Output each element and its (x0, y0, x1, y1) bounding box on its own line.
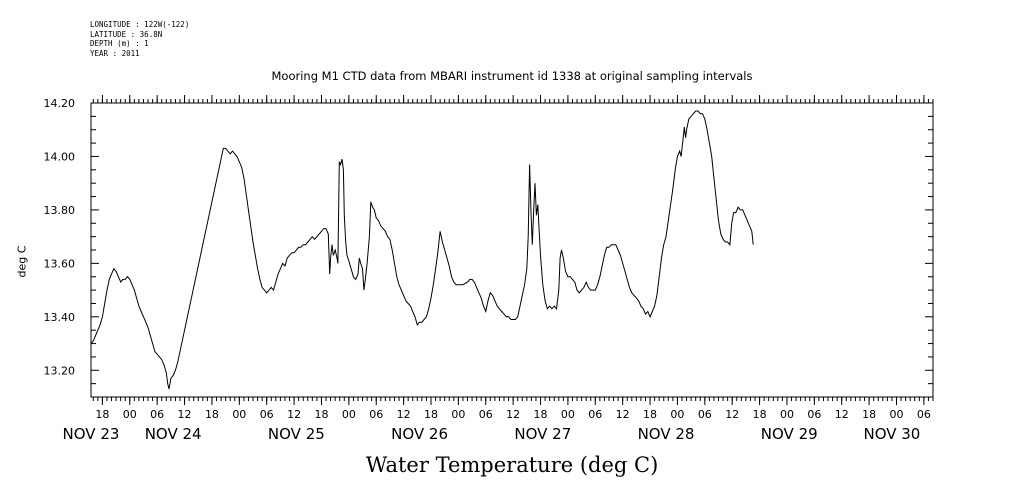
x-tick-label: 12 (835, 408, 849, 421)
x-tick-label: 12 (397, 408, 411, 421)
x-date-label: NOV 27 (514, 425, 571, 443)
x-tick-label: 18 (753, 408, 767, 421)
x-tick-label: 18 (534, 408, 548, 421)
x-date-label: NOV 25 (268, 425, 325, 443)
ticks-layer (91, 95, 934, 405)
y-tick-label: 14.20 (44, 97, 76, 110)
x-tick-label: 00 (451, 408, 465, 421)
series-line (90, 110, 754, 390)
x-tick-label: 06 (260, 408, 274, 421)
x-tick-label: 00 (889, 408, 903, 421)
chart-title: Mooring M1 CTD data from MBARI instrumen… (271, 69, 753, 83)
x-tick-label: 12 (506, 408, 520, 421)
x-tick-label: 06 (698, 408, 712, 421)
x-date-label: NOV 29 (761, 425, 818, 443)
latitude-text: LATITUDE : 36.8N (90, 29, 163, 39)
x-tick-label: 00 (232, 408, 246, 421)
y-tick-label: 14.00 (44, 150, 76, 163)
x-tick-label: 18 (314, 408, 328, 421)
x-tick-label: 06 (588, 408, 602, 421)
y-tick-label: 13.80 (44, 204, 76, 217)
x-axis-label: Water Temperature (deg C) (365, 453, 659, 477)
y-tick-label: 13.40 (44, 311, 76, 324)
year-text: YEAR : 2011 (90, 48, 140, 58)
x-tick-label: 18 (95, 408, 109, 421)
x-tick-label: 00 (123, 408, 137, 421)
x-date-label: NOV 24 (145, 425, 202, 443)
x-tick-label: 18 (424, 408, 438, 421)
x-tick-label: 00 (670, 408, 684, 421)
y-tick-label: 13.20 (44, 364, 76, 377)
longitude-text: LONGITUDE : 122W(-122) (90, 20, 190, 29)
depth-text: DEPTH (m) : 1 (90, 39, 149, 48)
x-tick-label: 12 (178, 408, 192, 421)
x-date-label: NOV 26 (391, 425, 448, 443)
metadata-block: LONGITUDE : 122W(-122) LATITUDE : 36.8N … (90, 20, 189, 58)
y-tick-label: 13.60 (44, 257, 76, 270)
x-tick-label: 06 (807, 408, 821, 421)
labels-layer: 18 00 06 12 18 00 06 12 18 00 06 12 18 00 06 12 18 00 06 12… (44, 97, 931, 443)
x-tick-label: 18 (643, 408, 657, 421)
x-tick-label: 06 (479, 408, 493, 421)
x-tick-label: 18 (205, 408, 219, 421)
x-tick-label: 12 (725, 408, 739, 421)
plot-frame (90, 102, 934, 398)
x-tick-label: 12 (287, 408, 301, 421)
x-date-label: NOV 30 (863, 425, 920, 443)
x-tick-label: 00 (342, 408, 356, 421)
x-date-label: NOV 28 (638, 425, 695, 443)
x-tick-label: 06 (369, 408, 383, 421)
x-date-label: NOV 23 (63, 425, 120, 443)
x-tick-label: 12 (616, 408, 630, 421)
x-tick-label: 00 (780, 408, 794, 421)
x-tick-label: 18 (862, 408, 876, 421)
x-tick-label: 06 (150, 408, 164, 421)
x-tick-label: 00 (561, 408, 575, 421)
x-tick-label: 06 (917, 408, 931, 421)
